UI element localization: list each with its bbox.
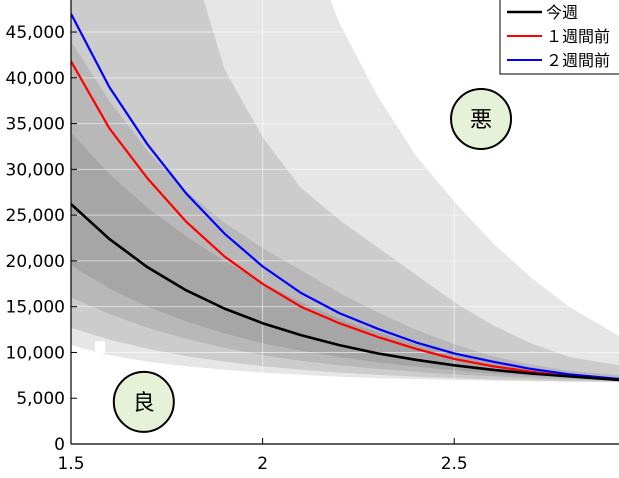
white-marker [95,341,105,353]
y-tick-label: 5,000 [16,389,65,409]
legend-label-2: １週間前 [546,27,610,46]
annotation-badge-1 [450,88,513,151]
y-tick-label: 0 [54,435,65,455]
y-tick-label: 20,000 [6,252,65,272]
x-tick-label: 1.5 [57,454,84,474]
legend-label-1: 今週 [546,3,578,22]
x-tick-label: 2.5 [441,454,468,474]
confidence-band-4 [71,132,619,380]
y-tick-label: 40,000 [6,69,65,89]
series-line-1 [71,203,619,382]
legend-label-3: ２週間前 [546,51,610,70]
confidence-bands [71,0,619,383]
legend: 今週 １週間前 ２週間前 [499,0,619,75]
series-line-3 [71,13,619,381]
y-tick-label: 25,000 [6,206,65,226]
x-tick-label: 2 [257,454,268,474]
series-line-2 [71,60,619,381]
series-lines [71,13,619,382]
y-tick-label: 30,000 [6,160,65,180]
y-tick-label: 10,000 [6,343,65,363]
annotation-label: 悪 [470,108,492,133]
annotation-badge-2 [112,370,175,433]
y-tick-label: 35,000 [6,115,65,135]
y-tick-label: 45,000 [6,23,65,43]
annotation-label: 良 [133,391,155,416]
annotations: 悪良 [112,88,513,433]
y-tick-label: 15,000 [6,298,65,318]
axes: 0 5,000 10,000 15,000 20,000 25,000 30,000 35,0… [6,0,619,474]
